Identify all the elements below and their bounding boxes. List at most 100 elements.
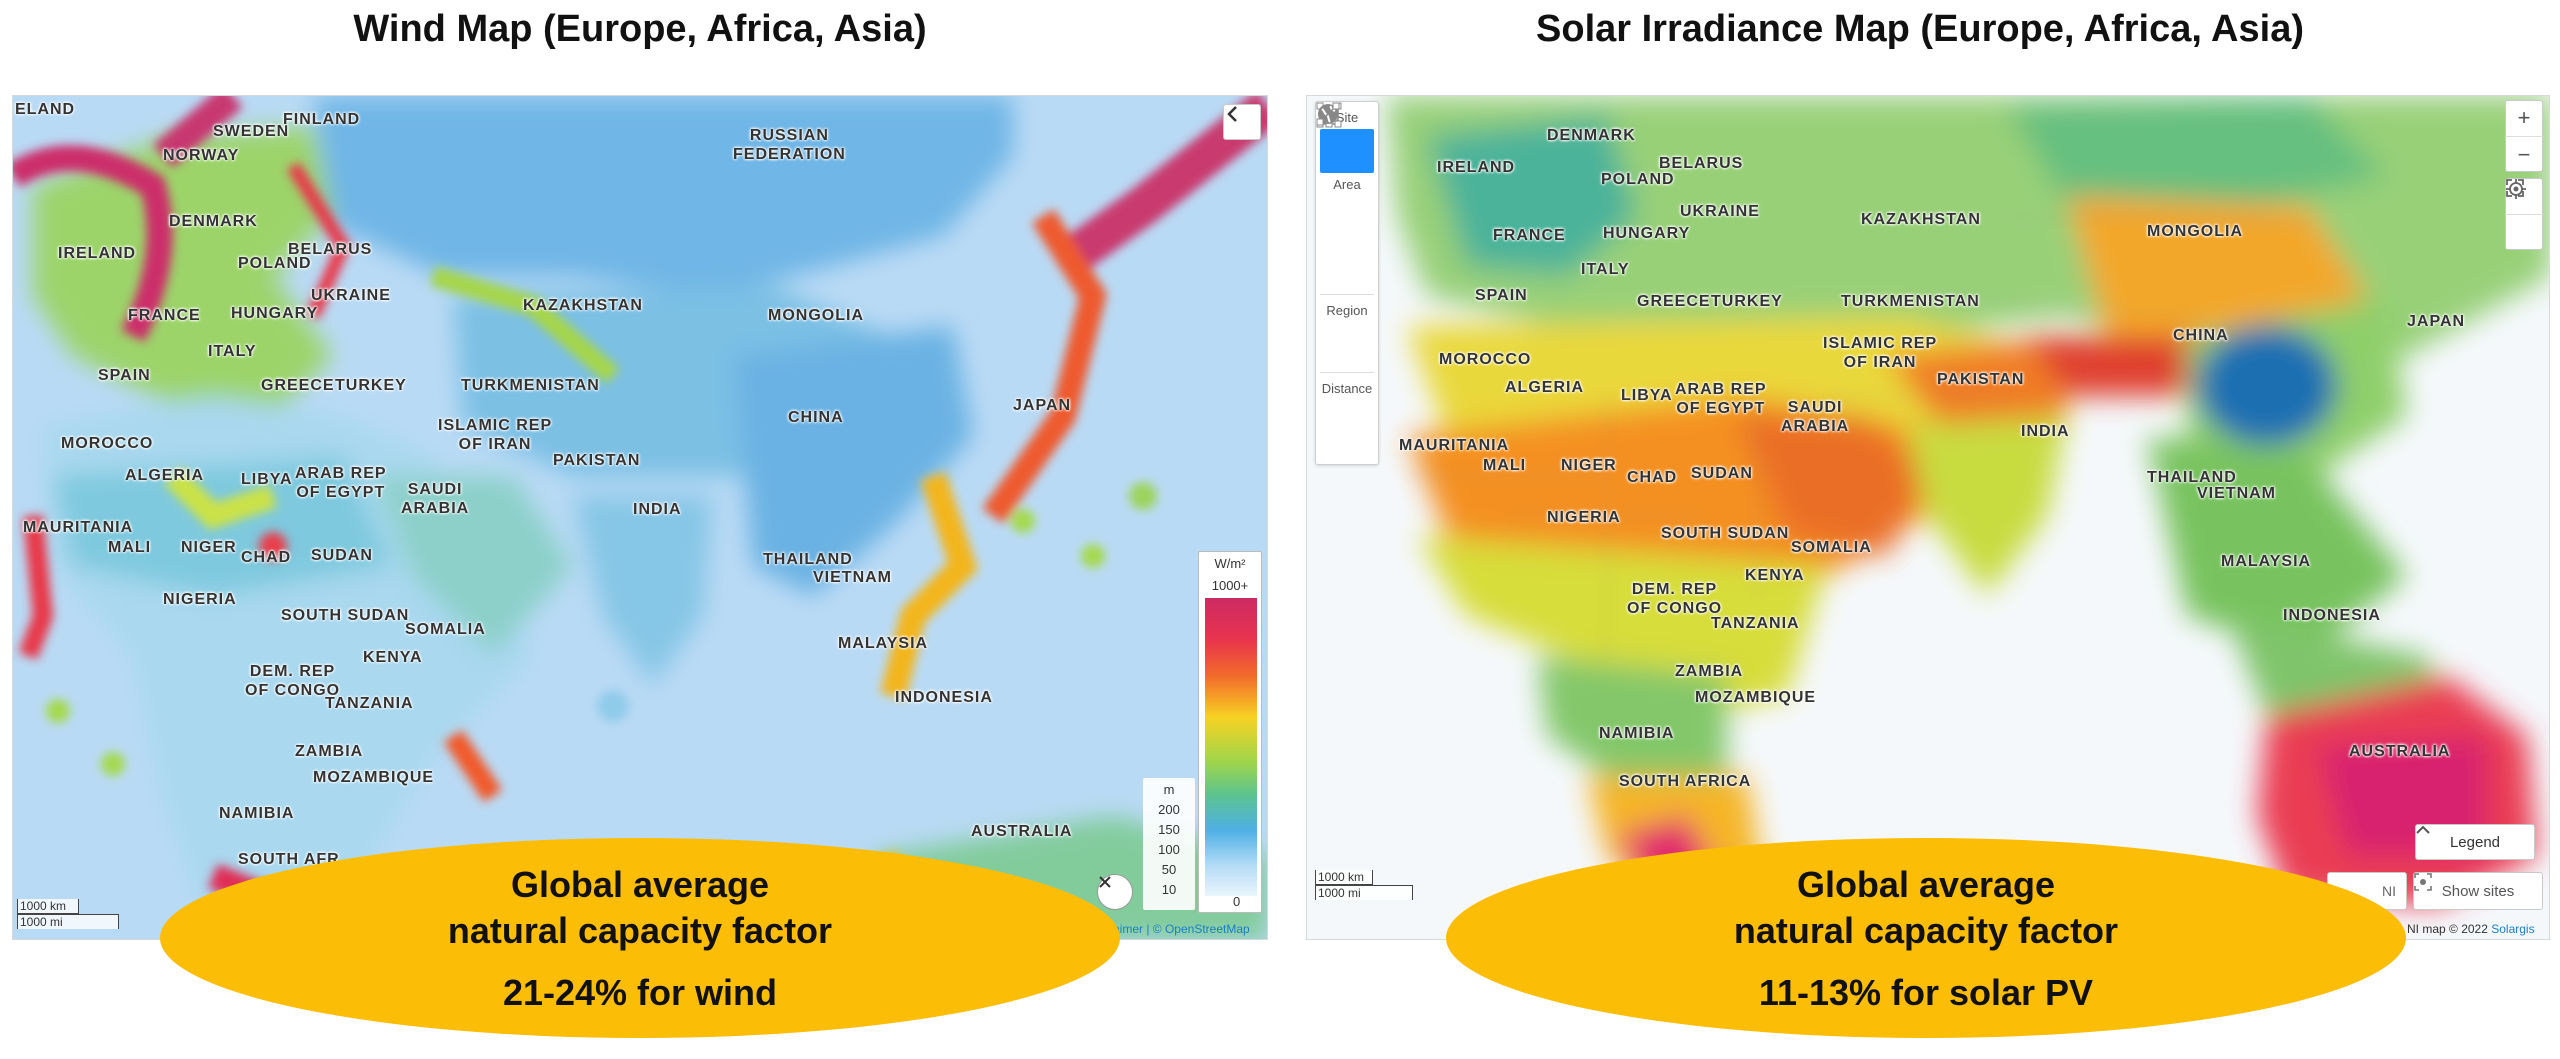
map-label-egypt: ARAB REP OF EGYPT [295, 465, 387, 501]
map-label-algeria: ALGERIA [125, 467, 204, 484]
zoom-out-button[interactable]: − [2517, 141, 2531, 167]
map-label-morocco: MOROCCO [1439, 351, 1532, 368]
map-label-kazakhstan: KAZAKHSTAN [523, 297, 643, 314]
map-label-saudi: SAUDI ARABIA [1781, 399, 1850, 435]
map-label-morocco: MOROCCO [61, 435, 154, 452]
map-utility-controls [2505, 178, 2543, 250]
map-label-south-sudan: SOUTH SUDAN [281, 607, 410, 624]
map-label-zambia: ZAMBIA [1675, 663, 1744, 680]
collapse-panel-button[interactable] [1223, 104, 1261, 140]
map-label-russia: RUSSIAN FEDERATION [733, 127, 846, 163]
map-label-pakistan: PAKISTAN [1937, 371, 2025, 388]
zoom-controls: + − [2505, 100, 2543, 172]
map-label-hungary: HUNGARY [231, 305, 319, 322]
scale-mi: 1000 mi [17, 914, 119, 929]
legend-unit: W/m² [1214, 556, 1246, 571]
height-100: 100 [1158, 842, 1180, 857]
map-label-thailand: THAILAND [2147, 469, 2237, 486]
scale-mi: 1000 mi [1315, 885, 1413, 900]
map-label-tanzania: TANZANIA [1711, 615, 1800, 632]
map-label-egypt: ARAB REP OF EGYPT [1675, 381, 1767, 417]
height-150: 150 [1158, 822, 1180, 837]
site-tool-button[interactable] [1318, 103, 1374, 173]
legend-top-value: 1000+ [1211, 578, 1249, 593]
callout-line2: natural capacity factor [447, 910, 833, 951]
map-label-kenya: KENYA [363, 649, 423, 666]
map-label-australia: AUSTRALIA [2349, 743, 2451, 760]
map-label-finland: FINLAND [283, 111, 361, 128]
locate-icon [2506, 179, 2526, 199]
wind-capacity-callout: Global average natural capacity factor 2… [160, 838, 1120, 1038]
map-label-hungary: HUNGARY [1603, 225, 1691, 242]
map-label-ireland: IRELAND [58, 245, 137, 262]
map-label-belarus: BELARUS [1659, 155, 1744, 172]
map-label-indonesia: INDONESIA [895, 689, 993, 706]
map-label-zambia: ZAMBIA [295, 743, 364, 760]
map-label-italy: ITALY [208, 343, 257, 360]
map-label-norway: NORWAY [163, 147, 240, 164]
area-polygon-tool-button[interactable] [1316, 102, 1374, 240]
map-label-drc: DEM. REP OF CONGO [245, 663, 341, 699]
map-label-mauritania: MAURITANIA [1399, 437, 1510, 454]
area-branch-tool-button[interactable] [1316, 102, 1374, 288]
map-label-mali: MALI [108, 539, 152, 556]
tool-label-distance: Distance [1321, 381, 1373, 396]
wind-map-title: Wind Map (Europe, Africa, Asia) [353, 8, 927, 50]
wind-map-canvas [13, 96, 1267, 939]
show-sites-button[interactable]: Show sites [2413, 872, 2543, 910]
wind-attribution: aimer | © OpenStreetMap [1113, 922, 1250, 936]
ruler-icon [1316, 102, 1340, 126]
map-label-mauritania: MAURITANIA [23, 519, 134, 536]
callout-line2: natural capacity factor [1733, 910, 2119, 951]
map-label-chad: CHAD [241, 549, 292, 566]
map-label-kazakhstan: KAZAKHSTAN [1861, 211, 1981, 228]
map-label-indonesia: INDONESIA [2283, 607, 2381, 624]
toolbar-divider [1320, 294, 1374, 295]
wind-power-legend: W/m² 1000+ 0 [1198, 551, 1262, 913]
map-label-china: CHINA [788, 409, 844, 426]
osm-link[interactable]: © OpenStreetMap [1152, 922, 1250, 936]
wind-map[interactable]: ELAND SWEDEN FINLAND NORWAY RUSSIAN FEDE… [12, 95, 1268, 940]
map-label-denmark: DENMARK [1547, 127, 1636, 144]
map-label-somalia: SOMALIA [405, 621, 486, 638]
map-label-pakistan: PAKISTAN [553, 452, 641, 469]
close-button[interactable] [1097, 874, 1133, 910]
attribution-disclaimer-link[interactable]: aimer | [1113, 922, 1153, 936]
legend-button[interactable]: Legend [2415, 824, 2535, 860]
solar-scale-bar: 1000 km 1000 mi [1315, 870, 1413, 900]
map-label-turkmenistan: TURKMENISTAN [461, 377, 600, 394]
zoom-in-button[interactable]: + [2505, 100, 2543, 137]
map-label-ireland: IRELAND [1437, 159, 1516, 176]
attribution-text: NI map © 2022 [2407, 922, 2492, 936]
close-icon [1099, 876, 1111, 888]
toolbar-divider [1320, 372, 1374, 373]
map-label-belarus: BELARUS [288, 241, 373, 258]
map-label-drc: DEM. REP OF CONGO [1627, 581, 1723, 617]
sites-icon [2414, 873, 2432, 891]
distance-tool-button[interactable] [1316, 102, 1374, 444]
map-label-iran: ISLAMIC REP OF IRAN [1823, 335, 1938, 371]
solar-attribution: NI map © 2022 Solargis [2407, 922, 2535, 936]
region-tool-button[interactable] [1318, 104, 1374, 366]
map-label-malaysia: MALAYSIA [838, 635, 929, 652]
map-label-turkmenistan: TURKMENISTAN [1841, 293, 1980, 310]
map-label-ukraine: UKRAINE [1680, 203, 1760, 220]
map-label-nigeria: NIGERIA [1547, 509, 1621, 526]
callout-line1: Global average [510, 864, 770, 905]
map-label-nigeria: NIGERIA [163, 591, 237, 608]
map-label-mongolia: MONGOLIA [2147, 223, 2243, 240]
scale-km: 1000 km [17, 899, 79, 914]
locate-button[interactable] [2505, 179, 2543, 250]
map-label-ukraine: UKRAINE [311, 287, 391, 304]
map-label-algeria: ALGERIA [1505, 379, 1584, 396]
map-label-denmark: DENMARK [169, 213, 258, 230]
map-label-france: FRANCE [128, 307, 201, 324]
solargis-link[interactable]: Solargis [2491, 922, 2535, 936]
map-label-malaysia: MALAYSIA [2221, 553, 2312, 570]
map-label-china: CHINA [2173, 327, 2229, 344]
tools-sidebar: Site Area Region Distance [1315, 101, 1379, 465]
wind-scale-bar: 1000 km 1000 mi [17, 899, 119, 929]
solar-map[interactable]: DENMARK IRELAND BELARUS POLAND UKRAINE K… [1306, 95, 2550, 940]
fullscreen-button[interactable] [2505, 179, 2543, 215]
callout-line1: Global average [1796, 864, 2056, 905]
